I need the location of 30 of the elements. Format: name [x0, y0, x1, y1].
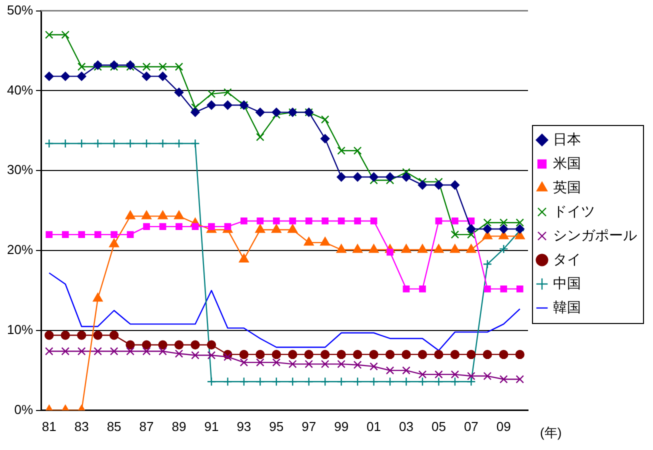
y-tick-label: 0% [14, 402, 34, 417]
x-tick-label: 09 [496, 418, 511, 434]
x-tick-label: 81 [42, 418, 56, 434]
x-tick-label: 05 [431, 418, 446, 434]
y-tick-label: 40% [6, 82, 34, 98]
legend-label: シンガポール [553, 226, 637, 243]
x-tick-label: 89 [172, 418, 186, 434]
x-tick-label: 85 [106, 418, 122, 434]
y-tick-label: 10% [6, 322, 34, 338]
legend-label: 英国 [553, 178, 581, 195]
x-tick-label: 99 [334, 418, 349, 434]
x-tick-label: 03 [399, 418, 414, 434]
x-tick-label: 83 [74, 418, 89, 434]
legend-label: 中国 [553, 274, 581, 291]
y-tick-label: 30% [6, 162, 34, 178]
legend-label: 米国 [553, 154, 581, 171]
y-tick-label: 50% [6, 2, 34, 18]
x-tick-label: 93 [236, 418, 252, 434]
x-axis-title: (年) [540, 424, 562, 440]
x-tick-label: 97 [302, 418, 316, 434]
legend-label: タイ [553, 250, 581, 267]
x-tick-label: 95 [269, 418, 284, 434]
legend-label: ドイツ [553, 202, 595, 219]
y-tick-label: 20% [6, 242, 34, 258]
x-tick-label: 87 [139, 418, 154, 434]
legend-label: 韓国 [553, 298, 581, 315]
x-tick-label: 91 [204, 418, 219, 434]
legend-label: 日本 [553, 130, 581, 147]
x-tick-label: 01 [366, 418, 382, 434]
x-tick-label: 07 [464, 418, 478, 434]
